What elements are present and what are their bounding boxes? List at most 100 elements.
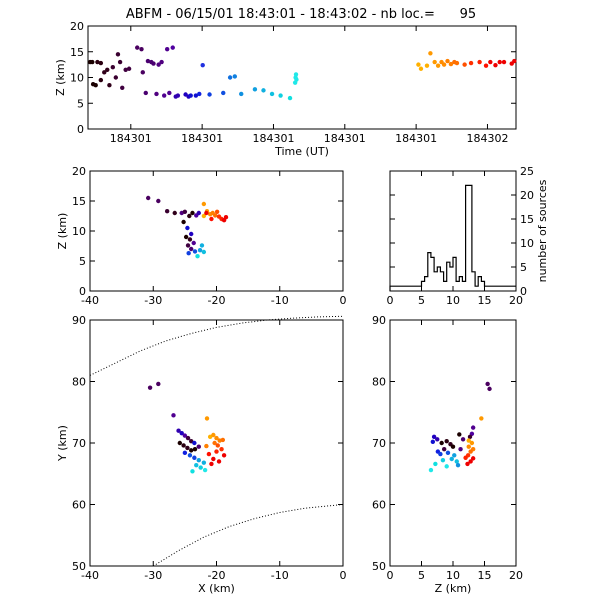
y-tick-label: 80	[372, 376, 386, 389]
y-tick-label: 90	[72, 314, 86, 327]
panel-x_height: -40 -30 -20 -10 0 0 5 10 15 20 Z (km)	[56, 165, 347, 307]
y-tick-label: 20	[72, 165, 86, 178]
source-point	[430, 439, 436, 444]
y-tick-label: 10	[70, 72, 84, 85]
x-axis-title: X (km)	[198, 582, 235, 595]
source-point	[196, 458, 201, 463]
y-tick-label: 15	[70, 46, 84, 59]
x-tick-label: 184301	[181, 132, 223, 145]
y-tick-label: 0	[520, 285, 527, 298]
source-point	[139, 46, 144, 52]
source-point	[191, 240, 196, 246]
y-tick-label: 15	[520, 213, 534, 226]
source-point	[477, 59, 482, 65]
source-point	[212, 440, 217, 446]
source-point	[185, 225, 190, 231]
source-point	[449, 456, 454, 462]
source-point	[211, 456, 216, 462]
source-point	[470, 456, 476, 461]
source-point	[107, 83, 112, 88]
y-tick-label: 0	[77, 123, 84, 136]
source-point	[470, 425, 476, 430]
x-tick-label: 184302	[466, 132, 508, 145]
source-point	[455, 462, 461, 468]
x-tick-label: 0	[340, 294, 347, 307]
source-point	[198, 465, 203, 470]
x-tick-label: -20	[208, 294, 226, 307]
source-point	[202, 467, 208, 473]
source-point	[196, 444, 201, 449]
axes-frame	[389, 170, 517, 292]
source-point	[90, 59, 95, 65]
source-point	[120, 85, 125, 91]
source-point	[469, 440, 475, 446]
source-point	[164, 209, 170, 214]
source-point	[416, 62, 421, 67]
source-point	[145, 195, 151, 201]
source-point	[438, 451, 443, 457]
source-point	[462, 62, 467, 67]
source-point	[102, 70, 107, 75]
source-point	[223, 215, 229, 220]
source-point	[440, 458, 446, 463]
source-point	[483, 63, 489, 68]
source-point	[189, 246, 194, 252]
source-point	[512, 58, 517, 64]
source-point	[189, 231, 194, 237]
source-point	[194, 462, 199, 468]
source-point	[183, 234, 189, 240]
x-tick-label: 15	[478, 294, 492, 307]
source-point	[177, 440, 183, 446]
source-point	[182, 450, 188, 456]
source-point	[181, 443, 186, 448]
source-point	[201, 460, 207, 465]
axes-frame	[89, 170, 344, 292]
y-tick-label: 25	[520, 165, 534, 178]
source-point	[227, 75, 233, 80]
source-point	[445, 58, 450, 64]
source-point	[448, 61, 454, 67]
source-point	[189, 448, 194, 453]
source-point	[170, 45, 175, 50]
source-point	[161, 93, 167, 98]
y-tick-label: 10	[520, 237, 534, 250]
source-point	[201, 213, 207, 219]
source-point	[204, 416, 210, 421]
y-axis-title: Z (km)	[56, 213, 69, 250]
x-tick-label: 10	[446, 294, 460, 307]
source-point	[156, 381, 161, 387]
y-tick-label: 20	[520, 189, 534, 202]
y-tick-label: 70	[372, 437, 386, 450]
source-point	[458, 446, 463, 452]
x-tick-label: 5	[418, 569, 425, 582]
source-point	[269, 91, 275, 97]
source-point	[145, 58, 151, 64]
y-tick-label: 50	[72, 560, 86, 573]
source-point	[439, 440, 444, 446]
source-point	[418, 66, 424, 71]
source-point	[143, 90, 148, 96]
source-point	[432, 59, 437, 65]
source-point	[200, 62, 205, 68]
source-point	[164, 46, 170, 52]
x-tick-label: -30	[144, 569, 162, 582]
source-point	[454, 459, 459, 464]
source-point	[493, 62, 498, 68]
source-point	[294, 77, 299, 82]
source-point	[239, 91, 244, 97]
x-tick-label: -10	[271, 569, 289, 582]
source-point	[501, 59, 507, 65]
source-point	[192, 440, 197, 446]
y-tick-label: 50	[372, 560, 386, 573]
source-point	[110, 65, 116, 70]
source-point	[450, 444, 456, 449]
source-point	[433, 461, 438, 467]
source-point	[435, 437, 440, 442]
source-point	[497, 59, 502, 65]
source-point	[181, 219, 186, 225]
source-point	[187, 453, 193, 458]
source-point	[463, 455, 468, 460]
y-tick-label: 0	[79, 285, 86, 298]
y-tick-label: 5	[520, 261, 527, 274]
source-point	[156, 62, 161, 67]
